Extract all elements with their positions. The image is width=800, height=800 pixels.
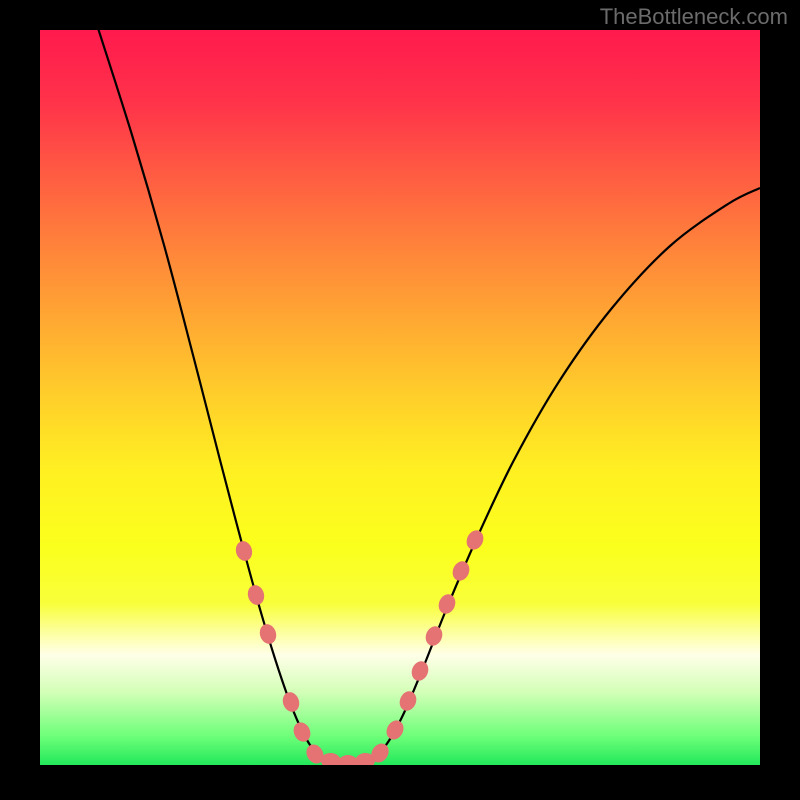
bottleneck-curve (97, 30, 760, 763)
curve-layer (40, 30, 760, 765)
plot-area (40, 30, 760, 765)
watermark-text: TheBottleneck.com (600, 4, 788, 30)
chart-container: TheBottleneck.com (0, 0, 800, 800)
